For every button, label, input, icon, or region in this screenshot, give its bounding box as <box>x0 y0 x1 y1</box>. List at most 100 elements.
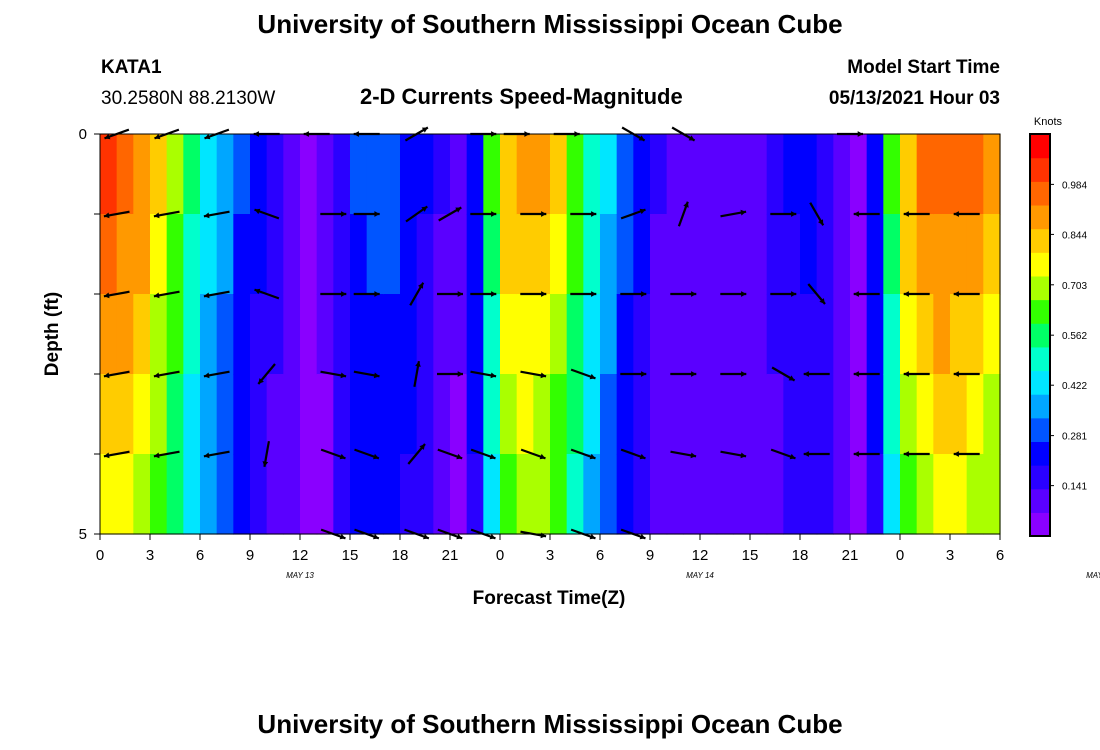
vector-head <box>456 533 463 540</box>
current-vector <box>670 371 697 377</box>
vector-head <box>740 452 747 459</box>
vector-head <box>104 133 111 140</box>
heatmap-cell <box>716 374 734 455</box>
footer-title: University of Southern Mississippi Ocean… <box>257 709 843 739</box>
current-vector <box>620 371 647 377</box>
heatmap-cell <box>383 134 401 215</box>
vector-head <box>490 372 497 379</box>
colorbar-swatch <box>1030 394 1050 419</box>
current-vector <box>153 290 180 299</box>
heatmap-cell <box>583 374 601 455</box>
heatmap-cell <box>316 294 334 375</box>
heatmap-cell <box>416 454 434 535</box>
heatmap-cell <box>550 454 568 535</box>
heatmap-cell <box>933 214 951 295</box>
vector-head <box>421 127 428 133</box>
heatmap-cell <box>516 294 534 375</box>
heatmap-cell <box>300 374 318 455</box>
heatmap-cell <box>183 294 201 375</box>
heatmap-cell <box>533 214 551 295</box>
vector-head <box>791 211 797 217</box>
heatmap-cell <box>816 454 834 535</box>
x-axis-label: Forecast Time(Z) <box>473 588 626 609</box>
heatmap-cell <box>583 134 601 215</box>
current-vector <box>437 448 463 460</box>
heatmap-cell <box>250 134 268 215</box>
heatmap-cell <box>516 214 534 295</box>
current-vector <box>203 370 230 379</box>
heatmap-cell <box>600 454 618 535</box>
y-axis-label: Depth (ft) <box>42 292 63 376</box>
heatmap-cell <box>400 374 418 455</box>
vector-head <box>491 291 497 297</box>
colorbar-swatch <box>1030 417 1050 443</box>
heatmap-cell <box>833 374 851 455</box>
colorbar-tick-label: 0.281 <box>1062 432 1087 443</box>
heatmap-cell <box>616 374 634 455</box>
x-tick-label: 12 <box>292 547 309 564</box>
heatmap-cell <box>966 374 984 455</box>
colorbar-tick-label: 0.703 <box>1062 281 1087 292</box>
heatmap-cell <box>666 214 684 295</box>
x-tick-label: 12 <box>692 547 709 564</box>
vector-head <box>153 452 160 459</box>
heatmap-cell <box>533 454 551 535</box>
colorbar-title: Knots <box>1034 116 1063 128</box>
date-label: MAY 13 <box>286 571 314 580</box>
heatmap-cell <box>683 134 701 215</box>
heatmap-cell <box>733 374 751 455</box>
current-vector <box>320 211 347 217</box>
heatmap-cell <box>983 214 1001 295</box>
vector-head <box>339 533 346 540</box>
heatmap-cell <box>633 134 651 215</box>
heatmap-cell <box>916 214 934 295</box>
heatmap-cell <box>933 294 951 375</box>
current-vector <box>470 211 497 217</box>
heatmap-cell <box>583 214 601 295</box>
heatmap-cell <box>216 134 234 215</box>
vector-head <box>903 211 909 217</box>
current-vector <box>520 370 547 379</box>
vector-head <box>539 453 546 460</box>
vector-head <box>373 453 379 460</box>
heatmap-cell <box>116 214 134 295</box>
heatmap-cell <box>550 134 568 215</box>
vector-head <box>803 451 809 457</box>
current-vector <box>853 451 880 457</box>
vector-head <box>204 133 211 140</box>
heatmap-cell <box>266 294 284 375</box>
heatmap-cell <box>266 134 284 215</box>
heatmap-cell <box>700 454 718 535</box>
heatmap-cell <box>150 454 168 535</box>
heatmap-cell <box>516 374 534 455</box>
vector-head <box>103 212 110 219</box>
date-label: MAY 15 <box>1086 571 1100 580</box>
heatmap-cell <box>633 454 651 535</box>
heatmap-cell <box>633 294 651 375</box>
heatmap-cell <box>100 134 118 215</box>
current-vector <box>953 211 980 217</box>
heatmap-cell <box>300 294 318 375</box>
heatmap-cell <box>950 214 968 295</box>
heatmap-cell <box>466 454 484 535</box>
x-tick-label: 21 <box>842 547 859 564</box>
heatmap-cell <box>750 134 768 215</box>
model-start-label: Model Start Time <box>847 57 1000 78</box>
colorbar-tick-label: 0.984 <box>1062 180 1087 191</box>
heatmap-cell <box>150 294 168 375</box>
current-vector <box>620 291 647 297</box>
heatmap-cell <box>216 374 234 455</box>
colorbar-tick-label: 0.141 <box>1062 482 1087 493</box>
y-tick-label: 0 <box>79 126 87 143</box>
heatmap-cell <box>400 214 418 295</box>
heatmap-cell <box>316 134 334 215</box>
vector-head <box>456 453 463 460</box>
heatmap-cell <box>100 294 118 375</box>
vector-head <box>153 292 160 299</box>
speed-heatmap <box>100 134 1001 535</box>
heatmap-cell <box>183 134 201 215</box>
vector-head <box>541 211 547 217</box>
current-vector <box>520 291 547 297</box>
heatmap-cell <box>116 454 134 535</box>
heatmap-cell <box>616 214 634 295</box>
